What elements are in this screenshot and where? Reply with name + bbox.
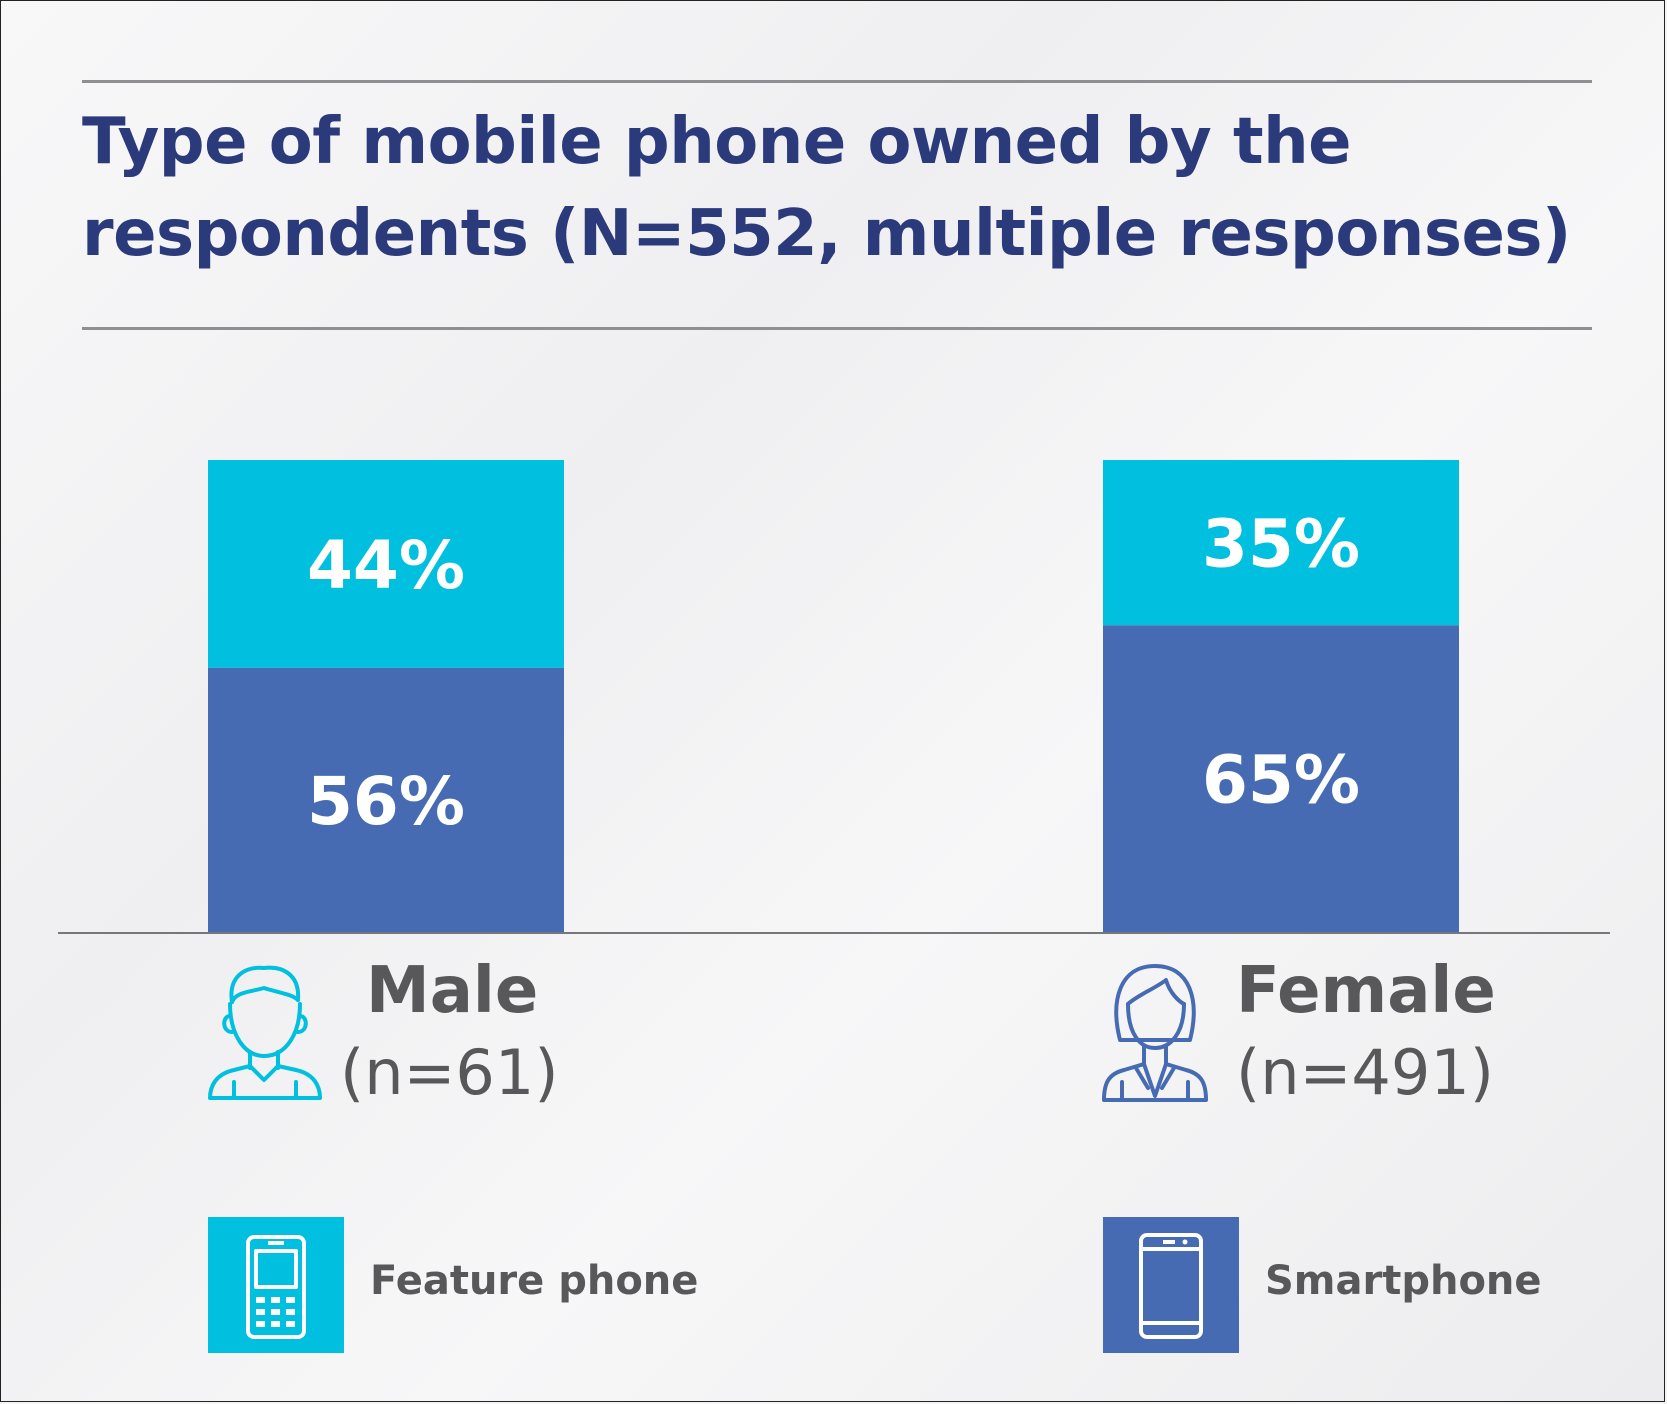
stacked-bar-chart: 56% 44% 65% 35%	[58, 460, 1610, 934]
data-label-male-smartphone: 56%	[307, 763, 465, 840]
smartphone-icon	[1139, 1233, 1203, 1339]
title-divider	[82, 327, 1592, 330]
bar-female-feature-phone	[1103, 460, 1459, 626]
legend-swatch-smartphone	[1103, 1217, 1239, 1353]
top-divider	[82, 80, 1592, 83]
female-group-label: Female (n=491)	[1236, 950, 1496, 1114]
legend-swatch-feature-phone	[208, 1217, 344, 1353]
male-person-icon	[208, 965, 322, 1100]
data-label-female-feature-phone: 35%	[1202, 506, 1360, 583]
legend-label-smartphone: Smartphone	[1265, 1258, 1542, 1304]
female-label: Female	[1236, 954, 1496, 1028]
male-sample-size: (n=61)	[340, 1036, 559, 1109]
legend-label-feature-phone: Feature phone	[370, 1258, 699, 1304]
bar-male-feature-phone	[208, 460, 564, 668]
chart-title: Type of mobile phone owned by the respon…	[82, 105, 1571, 271]
data-label-male-feature-phone: 44%	[307, 527, 465, 604]
data-label-female-smartphone: 65%	[1202, 742, 1360, 819]
female-person-icon	[1102, 964, 1208, 1102]
feature-phone-icon	[246, 1235, 306, 1339]
female-sample-size: (n=491)	[1236, 1036, 1494, 1109]
male-label: Male	[366, 954, 539, 1028]
bar-male-smartphone	[208, 667, 564, 932]
bar-female-smartphone	[1103, 625, 1459, 932]
male-group-label: Male (n=61)	[340, 950, 559, 1114]
